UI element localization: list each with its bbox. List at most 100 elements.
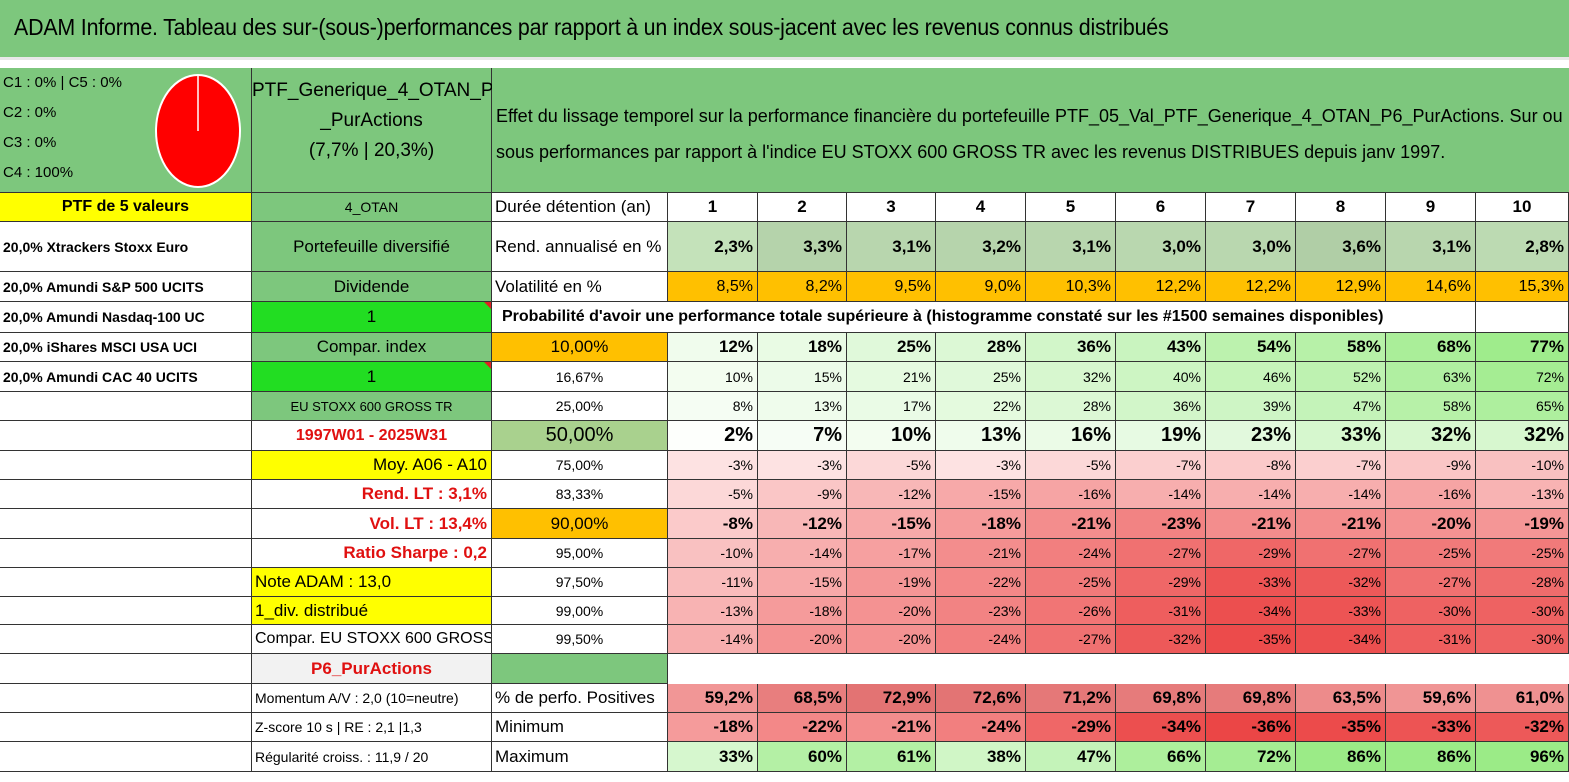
zscore-label: Z-score 10 s | RE : 2,1 |1,3 — [252, 713, 492, 742]
quantile-value: -25% — [1386, 539, 1476, 568]
positive-perf-value: 71,2% — [1026, 684, 1116, 713]
quantile-value: -9% — [1386, 451, 1476, 480]
positive-perf-value: 72,6% — [936, 684, 1026, 713]
quantile-value: 18% — [758, 333, 847, 362]
volatility-value: 14,6% — [1386, 272, 1476, 302]
quantile-value: -21% — [1296, 509, 1386, 539]
compar-index-flag: 1 — [252, 362, 492, 392]
year-header: 2 — [758, 193, 847, 222]
summary-line: C4 : 100% — [3, 164, 74, 181]
long-term-return: Rend. LT : 3,1% — [252, 480, 492, 509]
quantile-value: -14% — [758, 539, 847, 568]
quantile-value: -25% — [1026, 568, 1116, 597]
year-header: 9 — [1386, 193, 1476, 222]
maximum-label: Maximum — [492, 742, 668, 772]
quantile-value: -27% — [1026, 625, 1116, 654]
quantile-value: 28% — [936, 333, 1026, 362]
quantile-label: 99,00% — [492, 597, 668, 625]
minimum-value: -35% — [1296, 713, 1386, 742]
quantile-label: 75,00% — [492, 451, 668, 480]
maximum-value: 96% — [1476, 742, 1569, 772]
quantile-value: -20% — [758, 625, 847, 654]
maximum-value: 86% — [1386, 742, 1476, 772]
sharpe-ratio: Ratio Sharpe : 0,2 — [252, 539, 492, 568]
positive-perf-value: 59,2% — [668, 684, 758, 713]
maximum-value: 72% — [1206, 742, 1296, 772]
annualized-return-value: 3,1% — [1026, 222, 1116, 272]
positive-perf-value: 69,8% — [1116, 684, 1206, 713]
quantile-value: 10% — [847, 421, 936, 451]
quantile-label: 10,00% — [492, 333, 668, 362]
quantile-value: 58% — [1386, 392, 1476, 421]
quantile-value: 15% — [758, 362, 847, 392]
quantile-value: -8% — [668, 509, 758, 539]
quantile-label: 90,00% — [492, 509, 668, 539]
empty-cell — [0, 713, 252, 742]
average-range-label: Moy. A06 - A10 — [252, 451, 492, 480]
maximum-value: 86% — [1296, 742, 1386, 772]
quantile-value: 16% — [1026, 421, 1116, 451]
quantile-value: -14% — [1296, 480, 1386, 509]
quantile-value: -3% — [668, 451, 758, 480]
quantile-value: -21% — [936, 539, 1026, 568]
dividend-mode-label: Dividende — [252, 272, 492, 302]
quantile-value: 72% — [1476, 362, 1569, 392]
annualized-return-value: 3,0% — [1206, 222, 1296, 272]
quantile-value: -27% — [1116, 539, 1206, 568]
quantile-value: -9% — [758, 480, 847, 509]
quantile-value: -12% — [847, 480, 936, 509]
quantile-value: -33% — [1296, 597, 1386, 625]
quantile-value: 22% — [936, 392, 1026, 421]
quantile-value: -31% — [1386, 625, 1476, 654]
momentum-label: Momentum A/V : 2,0 (10=neutre) — [252, 684, 492, 713]
empty-cell — [0, 625, 252, 654]
quantile-value: -5% — [1026, 451, 1116, 480]
quantile-value: -15% — [847, 509, 936, 539]
quantile-value: 17% — [847, 392, 936, 421]
annualized-return-value: 3,2% — [936, 222, 1026, 272]
title-bar: ADAM Informe. Tableau des sur-(sous-)per… — [0, 0, 1569, 60]
quantile-value: -27% — [1386, 568, 1476, 597]
annualized-return-value: 2,3% — [668, 222, 758, 272]
comparison-benchmark: Compar. EU STOXX 600 GROSS TR — [252, 625, 492, 654]
quantile-value: 12% — [668, 333, 758, 362]
quantile-value: 68% — [1386, 333, 1476, 362]
annualized-return-value: 3,1% — [847, 222, 936, 272]
quantile-value: -22% — [936, 568, 1026, 597]
quantile-value: -15% — [758, 568, 847, 597]
quantile-value: -32% — [1116, 625, 1206, 654]
quantile-value: 36% — [1116, 392, 1206, 421]
quantile-value: 39% — [1206, 392, 1296, 421]
positive-perf-value: 59,6% — [1386, 684, 1476, 713]
long-term-volatility: Vol. LT : 13,4% — [252, 509, 492, 539]
minimum-value: -21% — [847, 713, 936, 742]
quantile-value: -23% — [1116, 509, 1206, 539]
quantile-value: 10% — [668, 362, 758, 392]
quantile-value: -19% — [1476, 509, 1569, 539]
portfolio-count-label: PTF de 5 valeurs — [0, 193, 252, 222]
quantile-value: -25% — [1476, 539, 1569, 568]
quantile-value: -12% — [758, 509, 847, 539]
empty-cell — [0, 742, 252, 772]
empty-cell — [0, 451, 252, 480]
quantile-value: -7% — [1116, 451, 1206, 480]
quantile-value: 36% — [1026, 333, 1116, 362]
portfolio-name: PTF_Generique_4_OTAN_P6 — [252, 80, 505, 101]
holding-item: 20,0% Amundi Nasdaq-100 UC — [0, 302, 252, 333]
maximum-value: 66% — [1116, 742, 1206, 772]
year-header: 8 — [1296, 193, 1386, 222]
minimum-value: -34% — [1116, 713, 1206, 742]
empty-cell — [0, 597, 252, 625]
benchmark-name: EU STOXX 600 GROSS TR — [252, 392, 492, 421]
quantile-value: -3% — [936, 451, 1026, 480]
holding-item: 20,0% iShares MSCI USA UCI — [0, 333, 252, 362]
compar-index-label: Compar. index — [252, 333, 492, 362]
maximum-value: 47% — [1026, 742, 1116, 772]
report-title: ADAM Informe. Tableau des sur-(sous-)per… — [14, 14, 1169, 40]
quantile-value: 21% — [847, 362, 936, 392]
quantile-value: -27% — [1296, 539, 1386, 568]
quantile-value: -24% — [1026, 539, 1116, 568]
year-header: 5 — [1026, 193, 1116, 222]
annualized-return-value: 3,1% — [1386, 222, 1476, 272]
quantile-label: 16,67% — [492, 362, 668, 392]
